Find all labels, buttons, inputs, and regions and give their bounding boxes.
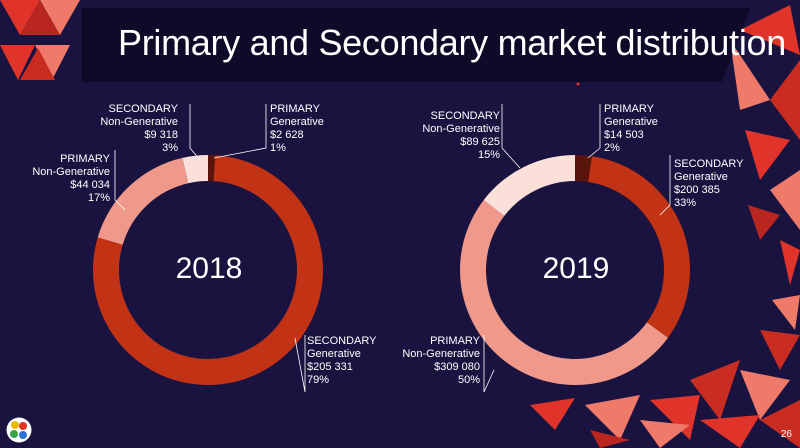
callout-line2: Non-Generative xyxy=(402,348,480,360)
callout-value: $205 331 xyxy=(307,361,353,373)
callout-line1: SECONDARY xyxy=(108,103,178,115)
donut-slice-2018-0 xyxy=(208,155,216,182)
callout-2018-secondary-generative: SECONDARY Generative $205 331 79% xyxy=(307,335,376,387)
leader-line-0 xyxy=(213,104,267,159)
callout-line2: Non-Generative xyxy=(422,123,500,135)
chart-title-2019: 2019 xyxy=(542,252,610,285)
callout-percent: 3% xyxy=(162,142,178,154)
callout-percent: 15% xyxy=(477,149,500,161)
leader-line-3 xyxy=(294,335,306,393)
callout-percent: 1% xyxy=(270,142,286,154)
callout-line1: PRIMARY xyxy=(270,103,320,115)
slide-title: Primary and Secondary market distributio… xyxy=(118,22,786,63)
callout-2019-secondary-nongenerative: SECONDARY Non-Generative $89 625 15% xyxy=(422,110,500,162)
callout-line1: PRIMARY xyxy=(604,103,654,115)
callout-line2: Generative xyxy=(307,348,361,360)
donut-slice-2019-2 xyxy=(459,200,668,386)
page-number: 26 xyxy=(780,429,792,440)
callout-line2: Generative xyxy=(270,116,324,128)
callout-line2: Generative xyxy=(604,116,658,128)
callout-2019-primary-generative: PRIMARY Generative $14 503 2% xyxy=(604,103,658,155)
leader-line-2 xyxy=(114,150,126,211)
callout-value: $309 080 xyxy=(434,361,480,373)
callout-value: $9 318 xyxy=(144,129,178,141)
callout-value: $89 625 xyxy=(460,136,500,148)
chart-title-2018: 2018 xyxy=(175,252,243,285)
donut-slice-2018-3 xyxy=(182,155,208,184)
callout-2018-secondary-nongenerative: SECONDARY Non-Generative $9 318 3% xyxy=(100,103,178,155)
callout-line1: PRIMARY xyxy=(430,335,480,347)
donut-slice-2019-1 xyxy=(588,156,690,338)
callout-percent: 2% xyxy=(604,142,620,154)
callout-line1: PRIMARY xyxy=(60,153,110,165)
leader-line-1 xyxy=(189,104,201,161)
callout-line1: SECONDARY xyxy=(674,158,744,170)
callout-2019-secondary-generative: SECONDARY Generative $200 385 33% xyxy=(674,158,743,210)
callout-percent: 17% xyxy=(87,192,110,204)
callout-line2: Non-Generative xyxy=(100,116,178,128)
callout-2019-primary-nongenerative: PRIMARY Non-Generative $309 080 50% xyxy=(402,335,480,387)
leader-line-6 xyxy=(659,155,671,216)
callout-line2: Non-Generative xyxy=(32,166,110,178)
callout-value: $2 628 xyxy=(270,129,304,141)
callout-line2: Generative xyxy=(674,171,728,183)
callout-percent: 79% xyxy=(307,374,330,386)
leader-line-4 xyxy=(587,104,601,159)
callout-value: $14 503 xyxy=(604,129,644,141)
callout-line1: SECONDARY xyxy=(307,335,377,347)
donut-slice-2019-0 xyxy=(575,155,593,182)
donut-slice-2019-3 xyxy=(483,155,575,216)
callout-line1: SECONDARY xyxy=(430,110,500,122)
callout-2018-primary-generative: PRIMARY Generative $2 628 1% xyxy=(270,103,324,155)
callout-2018-primary-nongenerative: PRIMARY Non-Generative $44 034 17% xyxy=(32,153,110,205)
leader-line-5 xyxy=(501,104,521,169)
callout-percent: 50% xyxy=(457,374,480,386)
callout-value: $44 034 xyxy=(70,179,110,191)
donut-slice-2018-2 xyxy=(97,157,189,245)
company-logo xyxy=(6,417,32,443)
callout-value: $200 385 xyxy=(674,184,720,196)
title-band xyxy=(82,8,750,82)
callout-percent: 33% xyxy=(674,197,697,209)
leader-line-7 xyxy=(483,335,495,393)
